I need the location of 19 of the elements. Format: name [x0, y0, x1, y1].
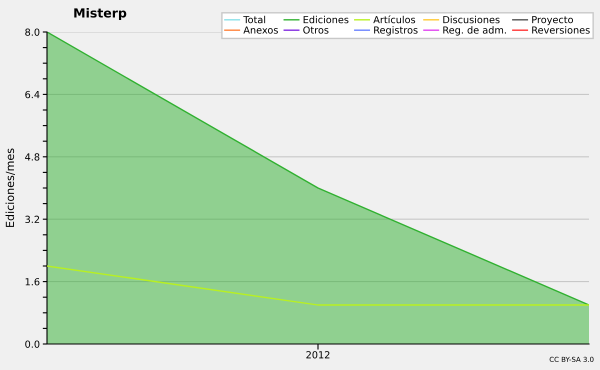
legend-label: Anexos [243, 26, 278, 34]
legend-label: Ediciones [304, 16, 348, 24]
legend-label: Reg. de adm. [443, 26, 506, 36]
y-tick-label: 8.0 [25, 28, 40, 36]
legend-label: Artículos [373, 15, 416, 24]
y-axis-title: Ediciones/mes [6, 148, 15, 227]
y-tick-label: 1.6 [26, 278, 40, 286]
legend-label: Total [243, 16, 266, 24]
legend-label: Proyecto [532, 16, 573, 26]
legend-label: Otros [303, 26, 328, 34]
y-tick-label: 0.0 [25, 340, 40, 348]
y-tick-label: 6.4 [25, 90, 40, 98]
legend-label: Discusiones [443, 16, 500, 24]
y-tick-label: 3.2 [25, 216, 40, 224]
legend-label: Registros [374, 26, 418, 36]
x-tick-label: 2012 [306, 351, 330, 358]
y-tick-label: 4.8 [25, 153, 40, 161]
legend-label: Reversiones [532, 26, 590, 34]
chart-title: Misterp [74, 8, 126, 20]
